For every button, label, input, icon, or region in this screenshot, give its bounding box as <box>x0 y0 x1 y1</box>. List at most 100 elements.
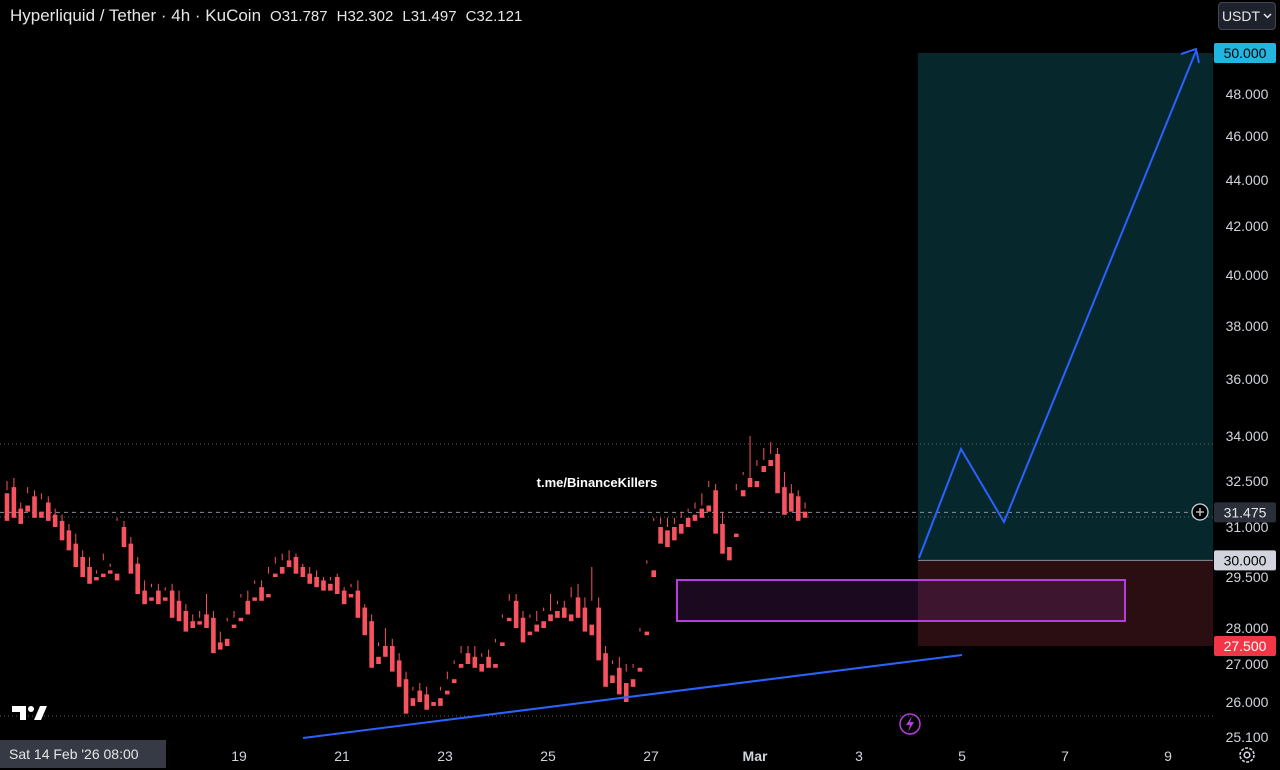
candle[interactable] <box>410 686 416 706</box>
candle[interactable] <box>575 583 581 618</box>
candle[interactable] <box>630 664 636 687</box>
candle[interactable] <box>623 664 629 702</box>
candle[interactable] <box>541 607 546 628</box>
candle[interactable] <box>706 481 712 512</box>
candle[interactable] <box>259 580 264 601</box>
demand-zone-box[interactable] <box>676 579 1126 622</box>
candle[interactable] <box>548 594 553 622</box>
candle[interactable] <box>328 577 333 591</box>
candle[interactable] <box>321 577 326 591</box>
candle[interactable] <box>665 517 670 547</box>
candle[interactable] <box>513 594 519 628</box>
candle[interactable] <box>431 694 436 706</box>
candle[interactable] <box>59 514 65 541</box>
candle[interactable] <box>183 604 189 632</box>
candle[interactable] <box>376 642 381 664</box>
candle[interactable] <box>32 490 37 518</box>
candle[interactable] <box>672 517 677 541</box>
candle[interactable] <box>156 583 161 605</box>
candle[interactable] <box>500 614 505 646</box>
candle[interactable] <box>252 580 257 601</box>
gear-icon[interactable] <box>1236 744 1258 766</box>
candle[interactable] <box>685 508 691 527</box>
plus-circle-icon[interactable] <box>1191 503 1209 521</box>
candle[interactable] <box>114 517 120 581</box>
candle[interactable] <box>775 448 780 494</box>
candle[interactable] <box>73 533 79 567</box>
candle[interactable] <box>651 517 657 577</box>
candle[interactable] <box>11 478 17 518</box>
candle[interactable] <box>121 520 127 547</box>
candle[interactable] <box>506 594 512 622</box>
candle[interactable] <box>445 671 450 695</box>
candle[interactable] <box>603 646 608 687</box>
candle[interactable] <box>795 490 801 521</box>
candle[interactable] <box>658 517 663 544</box>
candle[interactable] <box>610 660 615 683</box>
candle[interactable] <box>383 628 388 657</box>
candle[interactable] <box>162 587 168 601</box>
lightning-icon[interactable] <box>899 713 921 735</box>
candle[interactable] <box>617 656 622 695</box>
candle[interactable] <box>424 686 429 710</box>
candle[interactable] <box>176 590 182 622</box>
candle[interactable] <box>596 597 601 661</box>
candle[interactable] <box>362 604 368 636</box>
candle[interactable] <box>782 472 787 515</box>
candle[interactable] <box>341 587 347 605</box>
candle[interactable] <box>169 583 175 618</box>
candle[interactable] <box>403 671 409 714</box>
candle[interactable] <box>314 570 319 588</box>
candle[interactable] <box>754 460 760 488</box>
candle[interactable] <box>128 537 134 574</box>
candle[interactable] <box>300 563 306 577</box>
candle[interactable] <box>307 567 313 584</box>
candle[interactable] <box>52 508 58 527</box>
currency-dropdown[interactable]: USDT <box>1218 2 1276 30</box>
candle[interactable] <box>87 557 92 584</box>
candle[interactable] <box>534 611 540 632</box>
candle[interactable] <box>369 614 374 668</box>
loss-zone[interactable] <box>918 560 1213 646</box>
candle[interactable] <box>273 557 278 577</box>
candle[interactable] <box>527 614 533 636</box>
candle[interactable] <box>101 553 106 577</box>
candle[interactable] <box>80 550 85 577</box>
candle[interactable] <box>555 600 560 618</box>
candle[interactable] <box>142 580 147 605</box>
candle[interactable] <box>637 628 643 672</box>
candle[interactable] <box>802 502 808 518</box>
candle[interactable] <box>45 496 51 521</box>
candle[interactable] <box>39 493 44 518</box>
candle[interactable] <box>472 646 478 668</box>
candle[interactable] <box>438 686 443 706</box>
candle[interactable] <box>417 683 423 702</box>
candle[interactable] <box>568 587 574 622</box>
candle[interactable] <box>279 553 285 574</box>
candle[interactable] <box>692 502 698 521</box>
candle[interactable] <box>486 649 491 668</box>
candle[interactable] <box>231 611 237 628</box>
candle[interactable] <box>217 631 223 650</box>
candle[interactable] <box>149 583 154 601</box>
candle[interactable] <box>458 646 464 668</box>
candle[interactable] <box>493 638 498 668</box>
candle[interactable] <box>720 511 725 554</box>
candle[interactable] <box>197 611 202 625</box>
candle[interactable] <box>789 484 794 512</box>
candle[interactable] <box>465 646 471 664</box>
candle[interactable] <box>211 611 216 654</box>
candle[interactable] <box>190 614 196 628</box>
candle[interactable] <box>699 493 705 518</box>
candle[interactable] <box>451 660 457 683</box>
candle[interactable] <box>761 448 767 472</box>
candle[interactable] <box>334 573 340 594</box>
candle[interactable] <box>204 594 209 628</box>
candle[interactable] <box>582 597 588 632</box>
candle[interactable] <box>561 600 567 618</box>
candle[interactable] <box>286 550 292 567</box>
candle[interactable] <box>589 567 595 636</box>
candle[interactable] <box>66 523 72 551</box>
candle[interactable] <box>25 487 30 512</box>
